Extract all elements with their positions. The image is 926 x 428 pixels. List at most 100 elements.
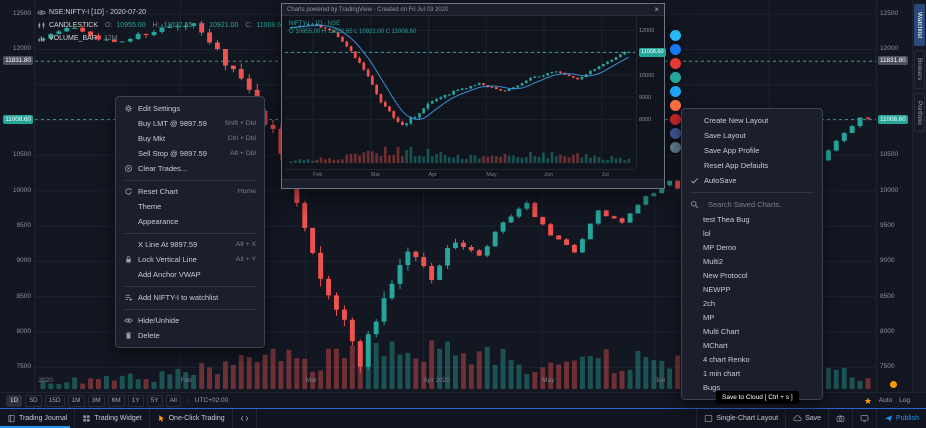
volume-row: VOLUME_BAR 12M <box>37 32 285 45</box>
log-scale-button[interactable]: Log <box>899 397 910 404</box>
volume-series-icon[interactable] <box>37 34 46 43</box>
saved-chart-item[interactable]: test Thea Bug <box>703 215 750 224</box>
menu-item-buy-mkt[interactable]: Buy Mkt Ctrl + Dbl <box>116 131 264 146</box>
menu-item-label: Buy Mkt <box>138 134 166 143</box>
sidebar-tab-watchlist[interactable]: Watchlist <box>914 4 925 47</box>
code-icon <box>240 414 249 423</box>
share-whatsapp-icon[interactable] <box>670 72 681 83</box>
fullscreen-button[interactable] <box>852 409 876 428</box>
candlestick-series-icon[interactable] <box>37 21 46 30</box>
saved-chart-item[interactable]: Multi2 <box>703 257 724 266</box>
share-reddit-icon[interactable] <box>670 100 681 111</box>
chart-snapshot-window[interactable]: Charts powered by TradingView - Created … <box>281 3 681 189</box>
menu-icon-spacer <box>690 131 699 140</box>
menu-item-edit-settings[interactable]: Edit Settings <box>116 101 264 116</box>
share-telegram-icon[interactable] <box>670 86 681 97</box>
menu-item-reset-chart[interactable]: Reset Chart Home <box>116 184 264 199</box>
menu-icon-spacer <box>690 161 699 170</box>
share-twitter-icon[interactable] <box>670 30 681 41</box>
menu-shortcut: Shift + Dbl <box>224 120 256 127</box>
saved-chart-item[interactable]: MChart <box>703 341 728 350</box>
share-linkedin-icon[interactable] <box>670 128 681 139</box>
single-chart-layout-button[interactable]: Single-Chart Layout <box>696 409 785 428</box>
menu-item-autosave[interactable]: AutoSave <box>682 173 822 188</box>
sidebar-tab-brokers[interactable]: Brokers <box>914 50 925 89</box>
saved-chart-item[interactable]: MP <box>703 313 715 322</box>
share-email-icon[interactable] <box>670 142 681 153</box>
saved-chart-item[interactable]: lol <box>703 229 711 238</box>
timeframe-1m-button[interactable]: 1M <box>67 394 85 407</box>
reset-icon <box>124 187 133 196</box>
code-button[interactable] <box>233 409 257 428</box>
menu-separator <box>124 308 256 310</box>
eye-icon <box>124 316 133 325</box>
saved-charts-search[interactable]: Search Saved Charts. <box>682 196 822 213</box>
gear-icon <box>124 104 133 113</box>
menu-item-save-layout[interactable]: Save Layout <box>682 128 822 143</box>
price-tick: 8500 <box>16 292 31 300</box>
timeframe-6m-button[interactable]: 6M <box>107 394 125 407</box>
trading-journal-label: Trading Journal <box>19 415 68 422</box>
saved-chart-item[interactable]: New Protocol <box>703 271 748 280</box>
favorite-star-icon[interactable] <box>864 397 872 405</box>
timeframe-15d-button[interactable]: 15D <box>44 394 65 407</box>
menu-item-theme[interactable]: Theme <box>116 199 264 214</box>
series-row: CANDLESTICK O: 10955.00 H: 11022.65 L: 1092… <box>37 19 285 32</box>
menu-item-clear-trades[interactable]: Clear Trades... <box>116 161 264 176</box>
menu-item-delete[interactable]: Delete <box>116 328 264 343</box>
menu-item-add-nifty-i-to-watchlist[interactable]: Add NIFTY-I to watchlist <box>116 290 264 305</box>
timeframe-3m-button[interactable]: 3M <box>87 394 105 407</box>
share-youtube-icon[interactable] <box>670 114 681 125</box>
sidebar-tab-portfolio[interactable]: Portfolio <box>914 92 925 133</box>
close-icon[interactable]: × <box>654 4 659 14</box>
menu-item-reset-app-defaults[interactable]: Reset App Defaults <box>682 158 822 173</box>
timeframe-5y-button[interactable]: 5Y <box>146 394 163 407</box>
share-facebook-icon[interactable] <box>670 44 681 55</box>
timeframe-all-button[interactable]: All <box>165 394 181 407</box>
price-tick: 10000 <box>639 72 655 79</box>
one-click-trading-button[interactable]: One-Click Trading <box>150 409 233 428</box>
saved-chart-item[interactable]: 1 min chart <box>703 369 741 378</box>
saved-chart-item[interactable]: Multi Chart <box>703 327 740 336</box>
menu-item-appearance[interactable]: Appearance <box>116 214 264 229</box>
saved-chart-item[interactable]: 2ch <box>703 299 716 308</box>
share-pinterest-icon[interactable] <box>670 58 681 69</box>
timeframe-1y-button[interactable]: 1Y <box>127 394 144 407</box>
snapshot-time-label: Mar <box>370 172 381 178</box>
menu-item-sell-stop-9897-59[interactable]: Sell Stop @ 9897.59 Alt + Dbl <box>116 146 264 161</box>
price-tick: 9000 <box>639 95 652 102</box>
publish-button[interactable]: Publish <box>876 409 926 428</box>
timeframe-5d-button[interactable]: 5D <box>25 394 42 407</box>
volume-value: 12M <box>103 35 118 42</box>
price-axis-right[interactable]: 12500 12000 10500 10000 9500 9000 8500 8000 7500… <box>876 0 912 392</box>
menu-item-x-line-at-9897-59[interactable]: X Line At 9897.59 Alt + X <box>116 237 264 252</box>
symbol-title[interactable]: NSE:NIFTY-I [1D] - 2020-07-20 <box>49 9 147 16</box>
timeframe-1d-button[interactable]: 1D <box>6 394 23 407</box>
widget-icon <box>82 414 91 423</box>
menu-item-hide-unhide[interactable]: Hide/Unhide <box>116 313 264 328</box>
save-button[interactable]: Save <box>785 409 828 428</box>
menu-item-save-app-profile[interactable]: Save App Profile <box>682 143 822 158</box>
status-bar-left: Trading Journal Trading Widget One-Click… <box>0 409 257 428</box>
saved-chart-item[interactable]: 4 chart Renko <box>703 355 750 364</box>
saved-chart-item[interactable]: NEWPP <box>703 285 731 294</box>
snapshot-legend: NIFTY-I · 1D · NSE O 10955.00 H 11022.65… <box>289 20 416 36</box>
price-tick: 8000 <box>16 328 31 336</box>
auto-scale-button[interactable]: Auto <box>878 397 893 404</box>
menu-item-buy-lmt-9897-59[interactable]: Buy LMT @ 9897.59 Shift + Dbl <box>116 116 264 131</box>
snapshot-time-label: Apr <box>428 172 438 178</box>
price-label-highlight: 11008.60 <box>3 114 33 124</box>
trading-widget-button[interactable]: Trading Widget <box>75 409 150 428</box>
save-tooltip-text: Save to Cloud [ Ctrl + s ] <box>722 394 793 401</box>
eye-icon[interactable] <box>37 8 46 17</box>
screenshot-button[interactable] <box>828 409 852 428</box>
watch-add-icon <box>124 293 133 302</box>
saved-chart-item[interactable]: Bugs <box>703 383 721 392</box>
timezone-button[interactable]: UTC+02:00 <box>187 397 228 404</box>
menu-item-lock-vertical-line[interactable]: Lock Vertical Line Alt + Y <box>116 252 264 267</box>
price-axis-left[interactable]: 12500 12000 10500 10000 9500 9000 8500 8000 7500… <box>0 0 35 392</box>
trading-journal-button[interactable]: Trading Journal <box>0 409 76 428</box>
saved-chart-item[interactable]: MP Demo <box>703 243 737 252</box>
menu-item-add-anchor-vwap[interactable]: Add Anchor VWAP <box>116 267 264 282</box>
menu-item-create-new-layout[interactable]: Create New Layout <box>682 113 822 128</box>
